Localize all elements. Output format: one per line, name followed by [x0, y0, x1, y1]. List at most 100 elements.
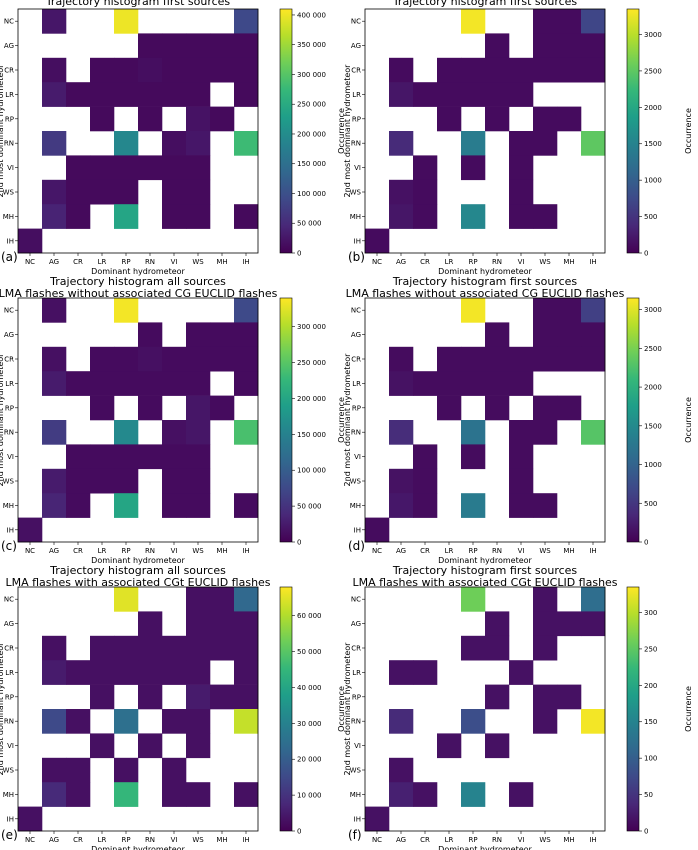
heatmap-cell	[557, 684, 582, 710]
heatmap-cell	[186, 131, 211, 156]
y-tick-label: WS	[3, 478, 15, 486]
y-tick-label: VI	[354, 453, 361, 461]
x-tick-label: VI	[171, 258, 178, 266]
heatmap-cell	[138, 346, 163, 372]
colorbar-label: Occurrence	[684, 108, 693, 154]
heatmap-cell	[186, 155, 211, 181]
heatmap-cell	[114, 57, 139, 83]
heatmap-cell	[234, 322, 259, 348]
x-tick-label: RP	[468, 547, 477, 555]
heatmap-cell	[138, 395, 163, 421]
y-tick-label: AG	[4, 42, 14, 50]
colorbar-tick-label: 250 000	[297, 359, 326, 367]
heatmap-cell	[186, 611, 211, 637]
heatmap-cell	[461, 131, 486, 156]
x-tick-label: MH	[216, 547, 227, 555]
y-tick-label: WS	[350, 767, 362, 775]
x-axis-label: Dominant hydrometeor	[91, 845, 185, 850]
x-tick-label: WS	[539, 547, 551, 555]
heatmap-cell	[210, 322, 235, 348]
x-tick-label: CR	[73, 836, 83, 844]
y-tick-label: RP	[5, 115, 14, 123]
y-tick-label: VI	[7, 742, 14, 750]
x-tick-label: MH	[216, 836, 227, 844]
heatmap-cell	[90, 346, 115, 372]
heatmap-cell	[162, 131, 187, 156]
heatmap-cell	[186, 395, 211, 421]
colorbar-tick-label: 200	[644, 682, 657, 690]
plot-frame	[364, 586, 606, 832]
heatmap-cell	[114, 757, 139, 783]
heatmap-cell	[138, 660, 163, 685]
heatmap-cell	[533, 635, 558, 661]
y-tick-label: MH	[350, 502, 361, 510]
heatmap-cell	[533, 587, 558, 612]
heatmap-cell	[485, 635, 510, 661]
colorbar	[279, 586, 293, 832]
heatmap-cell	[533, 57, 558, 83]
heatmap-cell	[42, 179, 67, 205]
heatmap-cell	[461, 298, 486, 323]
heatmap-cell	[581, 420, 606, 445]
colorbar-tick-label: 0	[297, 539, 301, 547]
x-tick-label: AG	[49, 836, 59, 844]
plot-frame	[17, 8, 259, 254]
colorbar-tick-label: 2500	[644, 67, 662, 75]
y-tick-label: LR	[5, 380, 14, 388]
heatmap-cell	[114, 82, 139, 107]
colorbar-tick-label: 2000	[644, 384, 662, 392]
heatmap-cell	[90, 468, 115, 494]
plot-frame	[17, 297, 259, 543]
heatmap-cell	[485, 322, 510, 348]
heatmap-cell	[162, 420, 187, 445]
heatmap-cell	[461, 57, 486, 83]
heatmap-cell	[485, 371, 510, 396]
heatmap-cell	[138, 733, 163, 759]
x-tick-label: IH	[242, 258, 249, 266]
heatmap-cell	[461, 493, 486, 518]
y-tick-label: RN	[4, 429, 14, 437]
colorbar-tick-label: 1500	[644, 422, 662, 430]
y-tick-label: WS	[350, 189, 362, 197]
heatmap-cell	[509, 179, 534, 205]
heatmap-panel-b: Trajectory histogram first sources NC IH AG…	[343, 0, 693, 276]
x-tick-label: MH	[563, 836, 574, 844]
heatmap-cell	[557, 322, 582, 348]
heatmap-cell	[509, 57, 534, 83]
x-tick-label: RN	[492, 547, 502, 555]
y-tick-label: MH	[3, 791, 14, 799]
y-tick-label: VI	[354, 164, 361, 172]
heatmap-cell	[66, 468, 91, 494]
heatmap-cell	[581, 298, 606, 323]
heatmap-cell	[186, 179, 211, 205]
heatmap-cell	[533, 611, 558, 637]
x-tick-label: VI	[518, 547, 525, 555]
y-tick-label: RN	[351, 140, 361, 148]
heatmap-cell	[234, 371, 259, 396]
heatmap-cell	[114, 635, 139, 661]
x-tick-label: RN	[145, 547, 155, 555]
colorbar-tick-label: 1000	[644, 461, 662, 469]
x-tick-label: CR	[420, 836, 430, 844]
colorbar-tick-label: 300 000	[297, 323, 326, 331]
y-tick-label: CR	[351, 67, 361, 75]
heatmap-cell	[42, 346, 67, 372]
heatmap-cell	[42, 204, 67, 229]
heatmap-cell	[509, 660, 534, 685]
heatmap-cell	[413, 468, 438, 494]
colorbar-tick-label: 2000	[644, 104, 662, 112]
y-tick-label: NC	[4, 596, 14, 604]
y-tick-label: MH	[350, 213, 361, 221]
heatmap-cell	[162, 82, 187, 107]
heatmap-cell	[389, 493, 414, 518]
heatmap-cell	[365, 517, 390, 543]
heatmap-cell	[186, 782, 211, 807]
x-tick-label: RP	[121, 547, 130, 555]
y-tick-label: AG	[351, 331, 361, 339]
heatmap-cell	[234, 493, 259, 518]
heatmap-cell	[162, 709, 187, 734]
heatmap-cell	[557, 57, 582, 83]
y-tick-label: AG	[4, 620, 14, 628]
heatmap-cell	[42, 709, 67, 734]
heatmap-cell	[557, 346, 582, 372]
